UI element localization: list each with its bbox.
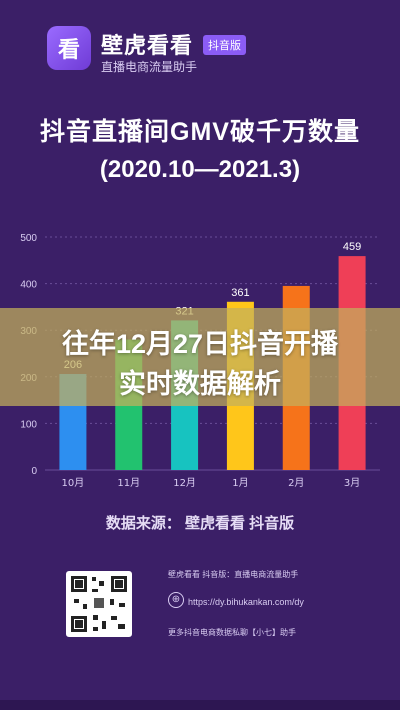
bottom-bar	[0, 700, 400, 710]
y-tick-label: 0	[31, 466, 37, 477]
headline-banner: 往年12月27日抖音开播 实时数据解析	[0, 308, 400, 406]
data-label: 361	[231, 287, 249, 299]
x-tick-label: 3月	[344, 477, 360, 489]
x-tick-label: 12月	[173, 477, 196, 489]
data-label: 459	[343, 241, 361, 253]
headline-line-2: 实时数据解析	[119, 369, 281, 399]
y-tick-label: 400	[20, 280, 37, 291]
globe-icon: ⊕	[168, 592, 184, 608]
data-source-text: 数据来源： 壁虎看看 抖音版	[105, 515, 295, 532]
header: 看 壁虎看看 抖音版 直播电商流量助手	[0, 0, 400, 95]
qr-code	[66, 571, 132, 637]
y-tick-label: 100	[20, 419, 37, 430]
x-tick-label: 2月	[288, 477, 304, 489]
x-tick-label: 1月	[232, 477, 248, 489]
headline-line-1: 往年12月27日抖音开播	[61, 329, 339, 359]
footer-contact-text: 更多抖音电商数据私聊【小七】助手	[168, 628, 296, 637]
brand-tag: 抖音版	[203, 35, 246, 55]
footer-title: 壁虎看看 抖音版：直播电商流量助手	[168, 570, 299, 579]
brand-logo: 看	[47, 26, 91, 70]
brand-name: 壁虎看看	[101, 33, 194, 58]
chart-subtitle: (2020.10—2021.3)	[99, 156, 301, 183]
footer-url[interactable]: https://dy.bihukankan.com/dy	[188, 597, 304, 607]
chart-title-block: 抖音直播间GMV破千万数量 (2020.10—2021.3)	[0, 112, 400, 184]
x-tick-label: 11月	[117, 477, 140, 489]
y-tick-label: 500	[20, 233, 37, 244]
brand-subtitle: 直播电商流量助手	[101, 60, 198, 74]
x-tick-label: 10月	[62, 477, 85, 489]
logo-glyph: 看	[57, 38, 80, 63]
chart-title: 抖音直播间GMV破千万数量	[40, 118, 360, 146]
